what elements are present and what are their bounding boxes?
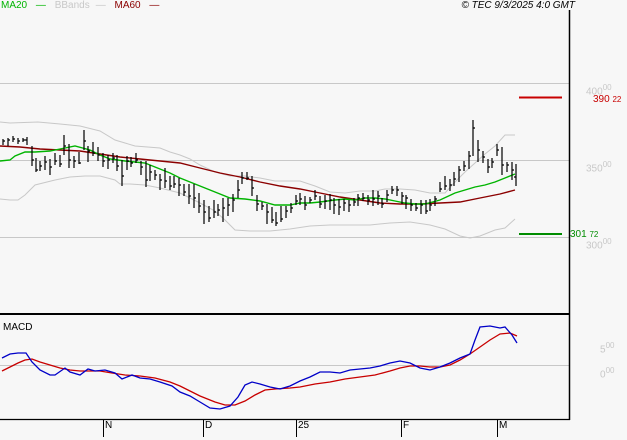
macd-axis-label-5: 500 (600, 341, 615, 356)
x-tick-feb: F (403, 420, 410, 431)
macd-title: MACD (3, 322, 33, 333)
legend-ma60: MA60 — (114, 0, 160, 11)
macd-axis-label-0: 000 (600, 366, 615, 381)
price-bars (2, 120, 517, 226)
price-axis-label-400: 40000 (586, 83, 612, 98)
x-tick-nov: N (105, 420, 113, 431)
copyright-timestamp: © TEC 9/3/2025 4:0 GMT (461, 0, 575, 11)
resistance-label: 390 22 (593, 94, 622, 105)
x-tick-mar: M (499, 420, 508, 431)
price-axis-label-350: 35000 (586, 160, 612, 175)
x-tick-dec: D (205, 420, 213, 431)
price-axis-label-300: 30000 (586, 237, 612, 252)
support-label: 301 72 (570, 229, 599, 240)
chart-legend: MA20 — BBands — MA60 — (1, 0, 165, 12)
x-tick-2025: 25 (298, 420, 310, 431)
legend-ma20: MA20 — (1, 0, 46, 11)
legend-bbands: BBands — (54, 0, 106, 11)
